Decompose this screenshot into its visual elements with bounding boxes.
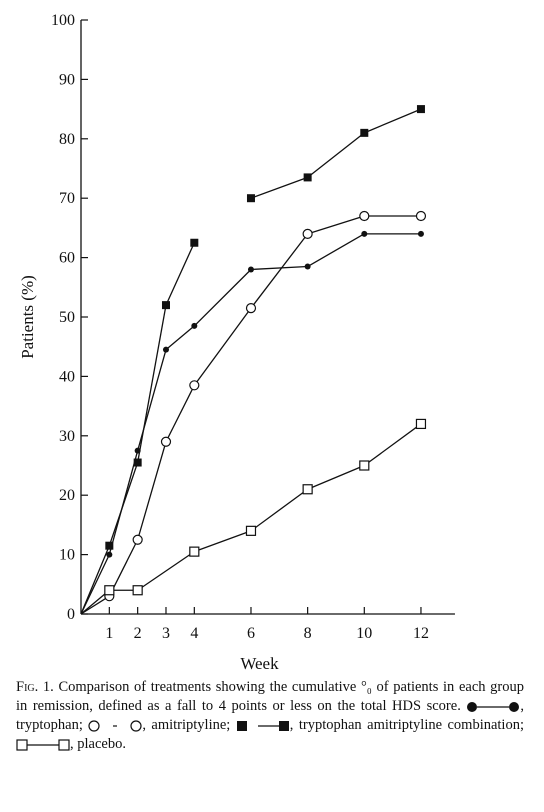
point-tryptophan (304, 263, 311, 270)
y-tick-label: 90 (59, 71, 75, 88)
legend-placebo-symbol (16, 739, 70, 751)
point-tryptophan (417, 230, 424, 237)
x-axis-label: Week (240, 654, 279, 670)
point-amitriptyline (302, 228, 313, 239)
legend-amitriptyline-label: , amitriptyline; (142, 717, 231, 733)
line-segment-amitriptyline (80, 595, 110, 615)
point-tryptophan (106, 551, 113, 558)
caption-text: Comparison of treatments showing the cum… (16, 679, 524, 714)
point-placebo (359, 460, 370, 471)
series-group (80, 105, 427, 615)
point-tryptophan-amitriptyline-combination (190, 238, 199, 247)
x-tick-label: 4 (190, 625, 198, 642)
point-tryptophan (162, 346, 169, 353)
line-segment-tryptophan-amitriptyline-combination (80, 545, 110, 615)
point-tryptophan (247, 266, 254, 273)
point-placebo (415, 418, 427, 430)
point-amitriptyline (359, 210, 370, 222)
line-segment-placebo (363, 423, 422, 467)
line-segment-tryptophan-amitriptyline-combination (364, 108, 422, 134)
point-tryptophan-amitriptyline-combination (360, 128, 369, 137)
line-segment-tryptophan-amitriptyline-combination (250, 176, 308, 199)
y-tick-label: 100 (51, 12, 75, 29)
x-tick-label: 8 (304, 625, 312, 642)
line-segment-amitriptyline (250, 233, 309, 309)
point-tryptophan-amitriptyline-combination (105, 541, 114, 550)
point-placebo (302, 484, 313, 495)
point-amitriptyline (415, 210, 427, 222)
x-tick-label: 10 (356, 625, 372, 642)
line-segment-placebo (137, 551, 195, 591)
point-placebo (132, 585, 143, 596)
point-tryptophan-amitriptyline-combination (303, 173, 312, 182)
legend-combination-label: , tryptophan amitriptyline combination; (289, 717, 524, 733)
line-segment-tryptophan-amitriptyline-combination (165, 242, 195, 306)
line-segment-tryptophan (250, 265, 308, 271)
point-placebo (245, 525, 257, 536)
line-segment-amitriptyline (137, 441, 167, 540)
point-tryptophan (191, 322, 198, 329)
point-placebo (104, 585, 115, 596)
y-axis-label: Patients (%) (18, 275, 37, 359)
y-tick-label: 60 (59, 250, 75, 267)
point-tryptophan-amitriptyline-combination (133, 458, 142, 467)
line-segment-tryptophan-amitriptyline-combination (307, 132, 365, 178)
legend-tryptophan-label: , tryptophan; (16, 698, 524, 733)
line-segment-tryptophan-amitriptyline-combination (137, 305, 167, 463)
line-segment-tryptophan (165, 325, 195, 351)
y-tick-label: 0 (67, 606, 75, 623)
legend-tryptophan-symbol (467, 701, 520, 712)
figure-caption: Fig. 1. Comparison of treatments showing… (16, 678, 524, 754)
point-amitriptyline (189, 380, 200, 391)
line-segment-tryptophan (193, 269, 252, 327)
x-tick-label: 1 (105, 625, 113, 642)
line-segment-placebo (307, 464, 365, 490)
point-tryptophan-amitriptyline-combination (416, 105, 425, 114)
line-segment-tryptophan-amitriptyline-combination (108, 462, 139, 546)
line-segment-amitriptyline (307, 215, 365, 235)
y-tick-label: 20 (59, 487, 75, 504)
y-tick-label: 70 (59, 190, 75, 207)
legend-placebo-label: , placebo. (70, 736, 126, 752)
point-tryptophan-amitriptyline-combination (161, 301, 170, 310)
point-placebo (189, 546, 200, 557)
line-segment-placebo (250, 488, 309, 532)
point-tryptophan (361, 230, 368, 237)
y-tick-label: 50 (59, 309, 75, 326)
point-tryptophan-amitriptyline-combination (246, 194, 255, 203)
line-segment-tryptophan (307, 233, 365, 268)
y-tick-label: 80 (59, 131, 75, 148)
y-tick-label: 10 (59, 547, 75, 564)
y-tick-label: 40 (59, 368, 75, 385)
legend-amitriptyline-symbol (88, 720, 142, 732)
legend-combination-symbol (236, 720, 289, 731)
x-tick-label: 6 (247, 625, 255, 642)
x-tick-label: 3 (162, 625, 170, 642)
x-tick-label: 2 (134, 625, 142, 642)
point-amitriptyline (160, 436, 172, 447)
line-segment-amitriptyline (165, 385, 195, 443)
line-segment-amitriptyline (193, 307, 252, 386)
point-amitriptyline (132, 534, 143, 545)
line-segment-placebo (194, 530, 252, 553)
y-tick-label: 30 (59, 428, 75, 445)
x-tick-label: 12 (413, 625, 429, 642)
point-amitriptyline (245, 302, 257, 314)
caption-fig-label: Fig. 1. (16, 679, 54, 695)
